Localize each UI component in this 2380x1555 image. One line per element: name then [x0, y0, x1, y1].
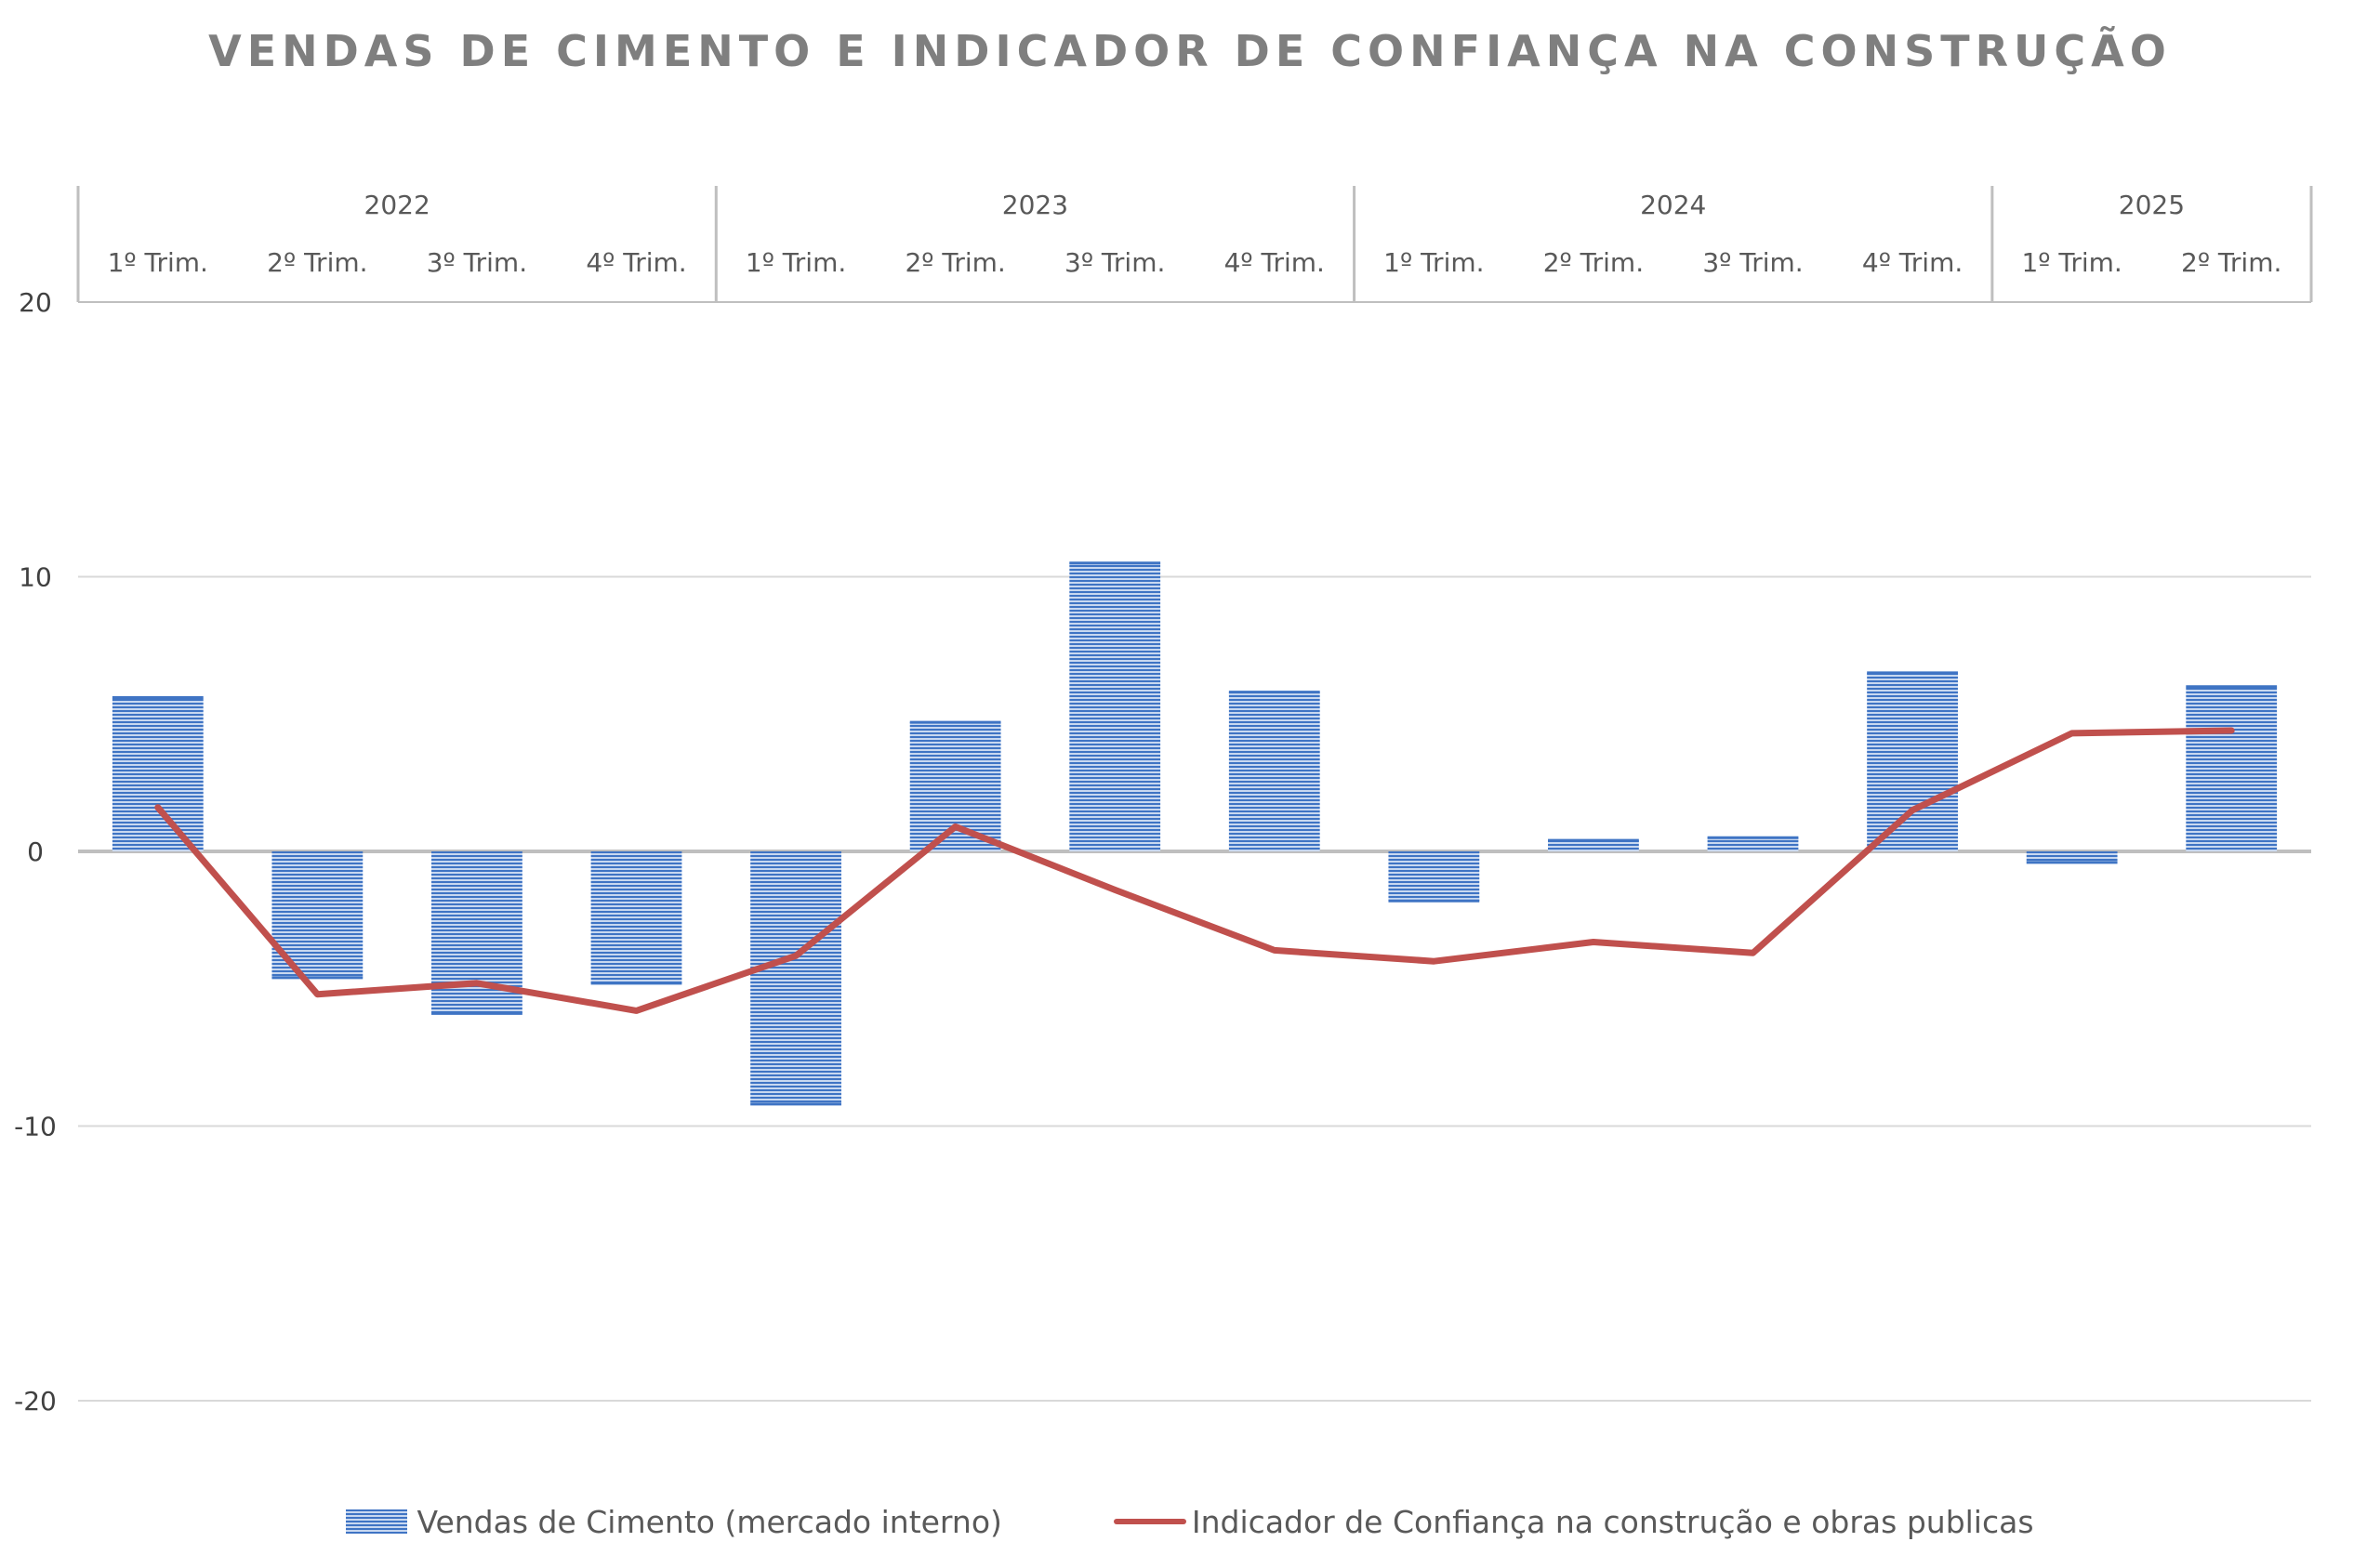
year-group-label: 2023 [1002, 190, 1068, 220]
category-tick-label: 3º Trim. [427, 247, 527, 278]
line-point [955, 825, 957, 827]
bar [2186, 686, 2278, 851]
line-point [316, 994, 318, 995]
line-point [1274, 949, 1276, 951]
bar [590, 851, 682, 983]
bar [1548, 840, 1639, 851]
line-point [1752, 952, 1753, 954]
bar [1228, 692, 1320, 851]
bar [1388, 851, 1480, 902]
category-tick-label: 3º Trim. [1064, 247, 1165, 278]
line-point [2230, 730, 2232, 731]
legend-line-swatch [1113, 1519, 1186, 1524]
y-tick-label: -10 [14, 1112, 57, 1142]
category-tick-label: 1º Trim. [108, 247, 208, 278]
bar [1867, 672, 1958, 851]
line-point [795, 955, 797, 956]
legend-bar-label: Vendas de Cimento (mercado interno) [416, 1503, 1002, 1540]
y-tick-label: 10 [19, 562, 52, 593]
category-tick-label: 2º Trim. [1543, 247, 1644, 278]
line-point [1433, 960, 1435, 962]
category-tick-label: 3º Trim. [1702, 247, 1803, 278]
confidence-line [154, 727, 2235, 1014]
legend-item-bar: Vendas de Cimento (mercado interno) [346, 1503, 1002, 1540]
legend: Vendas de Cimento (mercado interno) Indi… [0, 1503, 2380, 1540]
category-tick-label: 1º Trim. [2021, 247, 2122, 278]
category-tick-label: 2º Trim. [267, 247, 367, 278]
bar [112, 697, 204, 851]
y-tick-label: -20 [14, 1386, 57, 1417]
category-tick-label: 2º Trim. [2181, 247, 2281, 278]
legend-bar-swatch [346, 1509, 408, 1534]
legend-item-line: Indicador de Confiança na construção e o… [1113, 1503, 2034, 1540]
line-point [2071, 732, 2073, 734]
category-tick-label: 2º Trim. [905, 247, 1005, 278]
bar [1707, 837, 1799, 851]
bar [2026, 851, 2118, 863]
bar [1069, 562, 1161, 851]
bar [750, 851, 841, 1104]
category-tick-label: 1º Trim. [746, 247, 846, 278]
chart-title: VENDAS DE CIMENTO E INDICADOR DE CONFIAN… [208, 26, 2172, 76]
category-tick-label: 4º Trim. [1862, 247, 1963, 278]
line-point [636, 1009, 637, 1011]
y-tick-label: 20 [19, 287, 52, 318]
category-tick-label: 4º Trim. [586, 247, 686, 278]
year-group-label: 2022 [364, 190, 430, 220]
legend-line-label: Indicador de Confiança na construção e o… [1191, 1503, 2034, 1540]
bar [909, 722, 1001, 851]
category-tick-label: 4º Trim. [1224, 247, 1325, 278]
line-point [157, 807, 159, 809]
line-point [476, 982, 478, 984]
year-group-label: 2025 [2119, 190, 2185, 220]
year-group-label: 2024 [1640, 190, 1706, 220]
y-tick-label: 0 [27, 837, 44, 867]
category-tick-label: 1º Trim. [1383, 247, 1484, 278]
